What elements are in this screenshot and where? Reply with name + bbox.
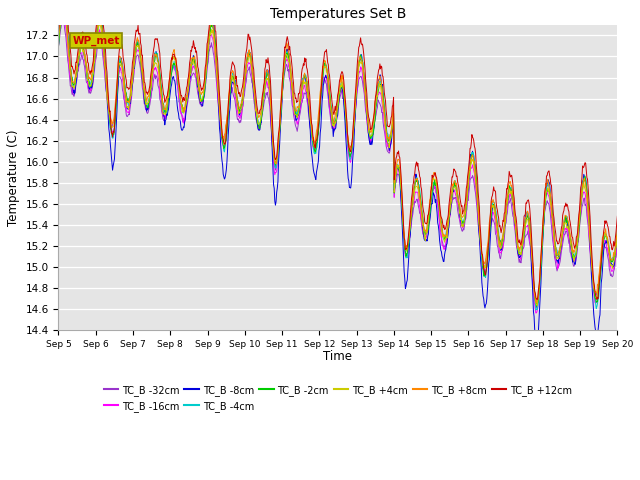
TC_B +4cm — [476, 236, 484, 241]
Line: TC_B -16cm: TC_B -16cm — [58, 13, 618, 313]
TC_B -8cm — [294, 113, 301, 119]
TC_B +8cm — [59, 0, 67, 2]
Line: TC_B -2cm: TC_B -2cm — [58, 5, 618, 306]
X-axis label: Time: Time — [323, 350, 353, 363]
TC_B +12cm — [116, 45, 124, 50]
TC_B -16cm — [294, 120, 301, 125]
Line: TC_B -8cm: TC_B -8cm — [58, 0, 618, 344]
TC_B -2cm — [614, 231, 621, 237]
TC_B -16cm — [54, 43, 62, 49]
TC_B -16cm — [476, 239, 484, 245]
TC_B -32cm — [60, 18, 67, 24]
TC_B -4cm — [614, 227, 621, 232]
TC_B +12cm — [201, 76, 209, 82]
Legend: TC_B -32cm, TC_B -16cm, TC_B -8cm, TC_B -4cm, TC_B -2cm, TC_B +4cm, TC_B +8cm, T: TC_B -32cm, TC_B -16cm, TC_B -8cm, TC_B … — [100, 381, 576, 415]
TC_B -32cm — [538, 241, 546, 247]
TC_B -16cm — [614, 236, 621, 242]
TC_B -8cm — [614, 234, 621, 240]
TC_B +8cm — [453, 186, 461, 192]
TC_B -8cm — [532, 341, 540, 347]
TC_B -16cm — [116, 67, 124, 72]
TC_B -4cm — [116, 54, 124, 60]
TC_B +8cm — [538, 232, 546, 238]
Y-axis label: Temperature (C): Temperature (C) — [7, 129, 20, 226]
Line: TC_B +12cm: TC_B +12cm — [58, 0, 618, 300]
TC_B -32cm — [614, 238, 621, 243]
TC_B +8cm — [532, 300, 540, 306]
TC_B -2cm — [59, 2, 67, 8]
TC_B +12cm — [538, 244, 545, 250]
TC_B -16cm — [201, 86, 209, 92]
TC_B +12cm — [453, 173, 461, 179]
TC_B -16cm — [58, 10, 66, 16]
TC_B +12cm — [593, 297, 601, 302]
TC_B -16cm — [532, 310, 540, 316]
TC_B -4cm — [294, 107, 301, 113]
TC_B -2cm — [476, 233, 484, 239]
TC_B -4cm — [54, 43, 62, 49]
TC_B +4cm — [533, 302, 541, 308]
TC_B -32cm — [476, 240, 484, 245]
TC_B -32cm — [116, 74, 124, 80]
Title: Temperatures Set B: Temperatures Set B — [269, 7, 406, 21]
TC_B +8cm — [476, 230, 484, 236]
TC_B +8cm — [294, 105, 301, 110]
TC_B -8cm — [476, 245, 484, 251]
TC_B -32cm — [532, 305, 540, 311]
TC_B -8cm — [453, 189, 461, 195]
TC_B +4cm — [201, 84, 209, 90]
TC_B -16cm — [453, 198, 461, 204]
Text: WP_met: WP_met — [72, 36, 120, 46]
TC_B -8cm — [116, 56, 124, 62]
TC_B +8cm — [116, 54, 124, 60]
TC_B +12cm — [476, 221, 484, 227]
TC_B +4cm — [538, 240, 546, 245]
TC_B -8cm — [201, 91, 209, 97]
TC_B -4cm — [476, 232, 484, 238]
TC_B -8cm — [54, 41, 62, 47]
TC_B +4cm — [614, 231, 621, 237]
TC_B -4cm — [532, 307, 540, 313]
TC_B -32cm — [294, 124, 301, 130]
TC_B -4cm — [538, 243, 546, 249]
TC_B -32cm — [201, 89, 209, 95]
TC_B +8cm — [201, 76, 209, 82]
TC_B +4cm — [453, 194, 461, 200]
Line: TC_B -32cm: TC_B -32cm — [58, 21, 618, 308]
TC_B +4cm — [58, 3, 66, 9]
TC_B -4cm — [201, 86, 209, 92]
TC_B -2cm — [294, 111, 301, 117]
TC_B +4cm — [294, 112, 301, 118]
Line: TC_B +4cm: TC_B +4cm — [58, 6, 618, 305]
TC_B -32cm — [453, 201, 461, 206]
TC_B -2cm — [453, 190, 461, 196]
TC_B -2cm — [54, 44, 62, 50]
TC_B -8cm — [538, 252, 546, 257]
TC_B +12cm — [614, 214, 621, 219]
TC_B +8cm — [54, 31, 62, 36]
TC_B -2cm — [201, 89, 209, 95]
TC_B +12cm — [294, 98, 301, 104]
TC_B -2cm — [532, 303, 540, 309]
Line: TC_B +8cm: TC_B +8cm — [58, 0, 618, 303]
TC_B -2cm — [538, 244, 546, 250]
TC_B +8cm — [614, 225, 621, 230]
TC_B +4cm — [116, 61, 124, 67]
Line: TC_B -4cm: TC_B -4cm — [58, 3, 618, 310]
TC_B -4cm — [60, 0, 67, 6]
TC_B -32cm — [54, 44, 62, 49]
TC_B +12cm — [54, 30, 62, 36]
TC_B -16cm — [538, 242, 546, 248]
TC_B +4cm — [54, 38, 62, 44]
TC_B -8cm — [60, 0, 67, 2]
TC_B -2cm — [116, 60, 124, 65]
TC_B -4cm — [453, 193, 461, 199]
